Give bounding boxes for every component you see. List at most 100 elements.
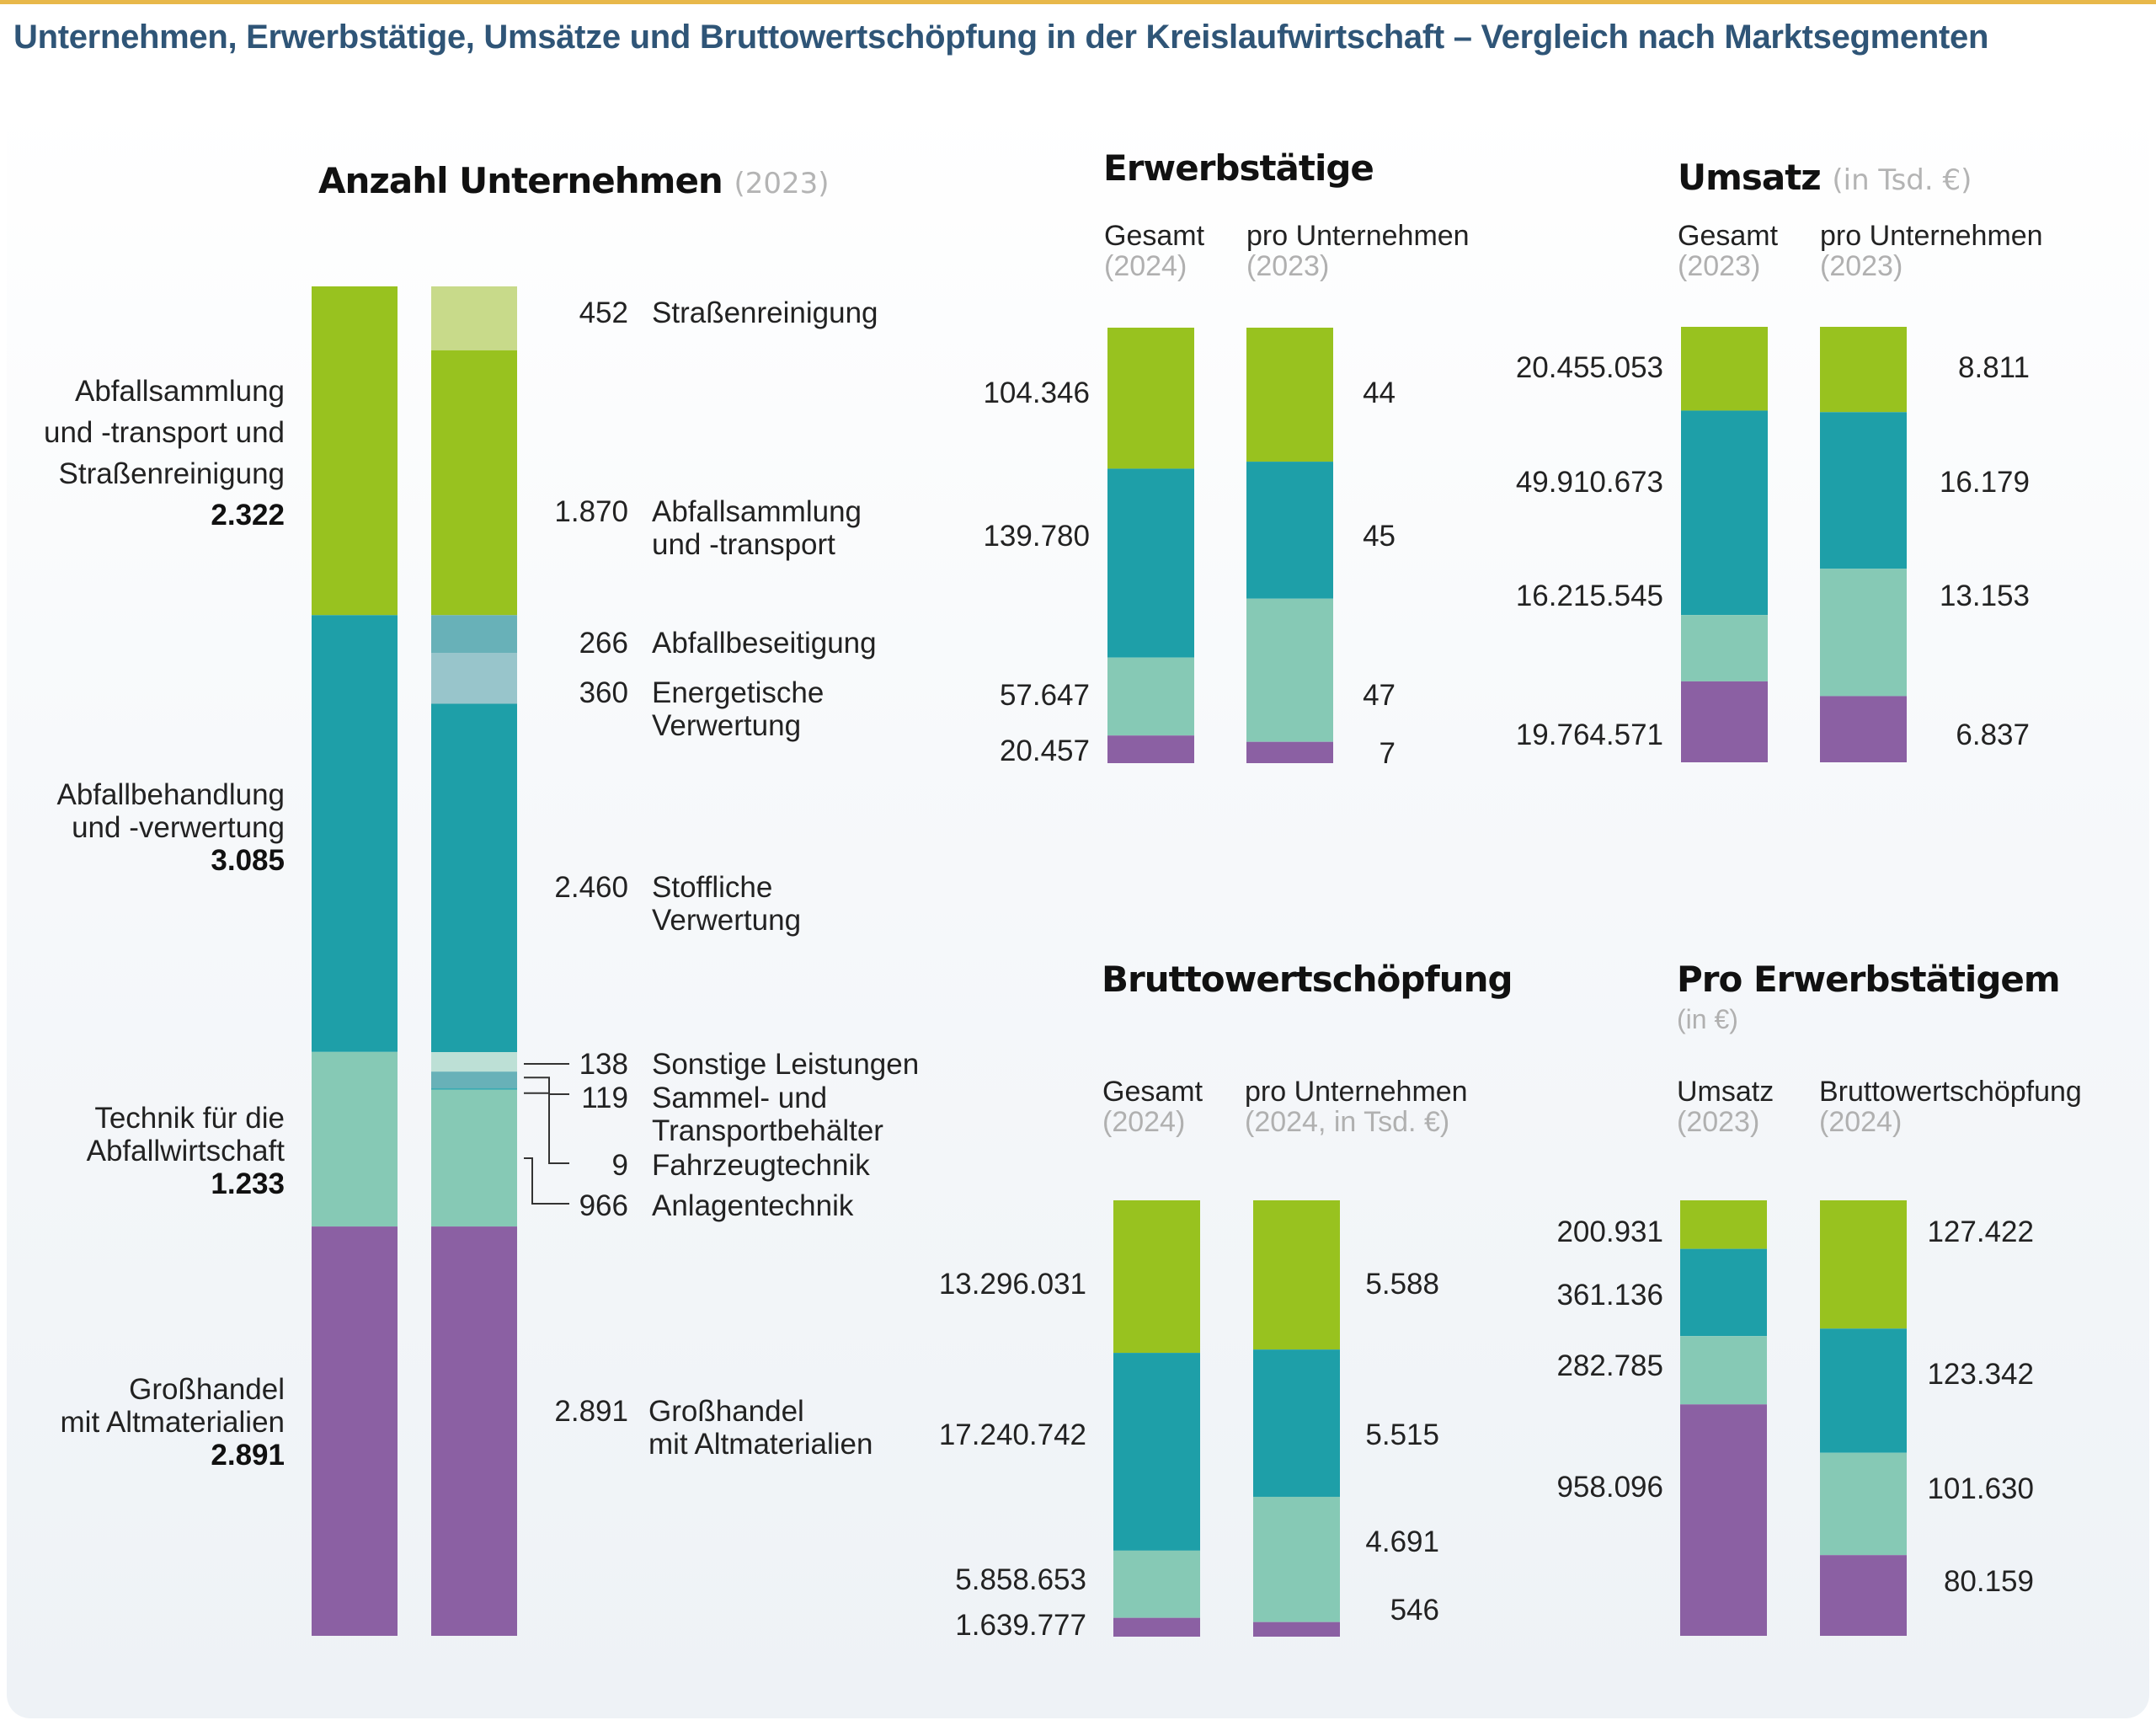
bws-value-left: 17.240.742: [938, 1418, 1086, 1451]
anzahl-detail-bar-segment: [431, 1089, 517, 1227]
erwerb-value-right: 45: [1363, 520, 1396, 553]
bws-value-right: 546: [1390, 1594, 1439, 1627]
column-year: (2024): [1819, 1106, 1903, 1138]
anzahl-total-bar-segment: [312, 1226, 398, 1636]
anzahl-detail-bar-segment: [431, 350, 517, 616]
segment-group-label: Straßenreinigung: [58, 457, 286, 490]
umsatz-value-right: 6.837: [1956, 719, 2030, 751]
column-header: Gesamt (2024): [1104, 221, 1204, 281]
column-header: pro Unternehmen (2024, in Tsd. €): [1245, 1077, 1468, 1137]
subsegment-label: und -transport: [652, 528, 835, 561]
bws-value-left: 1.639.777: [955, 1609, 1086, 1642]
pro_erwerb-value-right: 80.159: [1943, 1565, 2034, 1598]
anzahl-total-bar-segment: [312, 1051, 398, 1227]
erwerb-col1-segment: [1107, 328, 1194, 469]
umsatz-value-left: 16.215.545: [1515, 580, 1663, 612]
subsegment-label: Abfallbeseitigung: [652, 627, 877, 660]
pro_erwerb-value-right: 127.422: [1927, 1215, 2034, 1248]
anzahl-detail-bar-segment: [431, 1051, 517, 1072]
chart-subtitle: (2023): [734, 167, 830, 200]
column-label: pro Unternehmen: [1246, 220, 1470, 252]
column-header: Gesamt (2024): [1102, 1077, 1203, 1137]
pro_erwerb-col1-segment: [1680, 1248, 1767, 1337]
column-year: (2024): [1102, 1106, 1186, 1138]
subsegment-label: Verwertung: [652, 709, 802, 742]
segment-group-label: mit Altmaterialien: [60, 1406, 285, 1439]
pro_erwerb-value-left: 361.136: [1556, 1279, 1663, 1312]
column-year: (2023): [1678, 250, 1761, 282]
erwerb-value-left: 57.647: [999, 679, 1090, 712]
erwerb-col1-segment: [1107, 657, 1194, 736]
subsegment-value: 266: [579, 627, 628, 660]
umsatz-value-right: 13.153: [1939, 580, 2030, 612]
segment-group-total: 2.322: [211, 499, 285, 532]
subsegment-value: 1.870: [554, 495, 628, 528]
bws-value-right: 5.515: [1365, 1418, 1439, 1451]
bws-col2-segment: [1253, 1621, 1340, 1637]
column-label: pro Unternehmen: [1820, 220, 2043, 252]
chart-subtitle: (in Tsd. €): [1832, 163, 1972, 197]
column-year: (2024, in Tsd. €): [1245, 1106, 1450, 1138]
column-label: Umsatz: [1677, 1076, 1774, 1108]
anzahl-detail-bar-segment: [431, 1226, 517, 1636]
umsatz-col1-segment: [1681, 681, 1768, 762]
column-header: Bruttowertschöpfung (2024): [1819, 1077, 2082, 1137]
segment-group-total: 1.233: [211, 1167, 285, 1200]
pro_erwerb-value-left: 282.785: [1556, 1349, 1663, 1382]
chart-title-anzahl: Anzahl Unternehmen (2023): [318, 160, 830, 201]
segment-group-label: Abfallwirtschaft: [86, 1135, 285, 1167]
pro_erwerb-col2-segment: [1820, 1555, 1907, 1636]
pro_erwerb-col2-segment: [1820, 1328, 1907, 1453]
chart-title-text: Umsatz: [1678, 157, 1822, 198]
subsegment-label: Straßenreinigung: [652, 297, 878, 329]
segment-group-label: Abfallsammlung: [75, 375, 285, 408]
anzahl-detail-bar-segment: [431, 703, 517, 1052]
anzahl-detail-bar-segment: [431, 1071, 517, 1089]
pro_erwerb-col1-segment: [1680, 1200, 1767, 1249]
subsegment-value: 966: [579, 1189, 628, 1222]
segment-group-label: und -transport und: [43, 416, 285, 449]
erwerb-value-right: 47: [1363, 679, 1396, 712]
erwerb-col1-segment: [1107, 735, 1194, 763]
connector-line: [524, 1157, 569, 1205]
anzahl-total-bar-segment: [312, 615, 398, 1052]
umsatz-col2-segment: [1820, 696, 1907, 762]
erwerb-col2-segment: [1246, 328, 1333, 462]
umsatz-value-right: 16.179: [1939, 466, 2030, 499]
subsegment-value: 2.891: [554, 1395, 628, 1428]
subsegment-label: Anlagentechnik: [652, 1189, 854, 1222]
subsegment-value: 2.460: [554, 871, 628, 904]
subsegment-label: Großhandel: [648, 1395, 804, 1428]
column-year: (2023): [1246, 250, 1330, 282]
pro_erwerb-value-left: 200.931: [1556, 1215, 1663, 1248]
segment-group-total: 3.085: [211, 844, 285, 877]
column-label: pro Unternehmen: [1245, 1076, 1468, 1108]
umsatz-value-left: 49.910.673: [1515, 466, 1663, 499]
umsatz-value-right: 8.811: [1958, 351, 2030, 384]
pro_erwerb-col2-segment: [1820, 1200, 1907, 1329]
subsegment-label: Energetische: [652, 676, 825, 709]
segment-group-label: Großhandel: [129, 1373, 285, 1406]
umsatz-col1-segment: [1681, 410, 1768, 616]
erwerb-value-left: 104.346: [983, 377, 1090, 409]
chart-title-umsatz: Umsatz (in Tsd. €): [1678, 157, 1972, 198]
bws-value-left: 5.858.653: [955, 1563, 1086, 1596]
bws-value-right: 4.691: [1365, 1525, 1439, 1558]
pro_erwerb-value-right: 123.342: [1927, 1358, 2034, 1391]
anzahl-detail-bar-segment: [431, 1088, 517, 1090]
segment-group-label: Technik für die: [94, 1102, 285, 1135]
subsegment-label: Sammel- und: [652, 1082, 828, 1114]
column-label: Gesamt: [1104, 220, 1205, 252]
subsegment-label: Verwertung: [652, 904, 802, 937]
bws-col1-segment: [1113, 1200, 1200, 1354]
anzahl-detail-bar-segment: [431, 615, 517, 653]
column-header: pro Unternehmen (2023): [1246, 221, 1470, 281]
umsatz-value-left: 20.455.053: [1515, 351, 1663, 384]
chart-title-pro-erwerb: Pro Erwerbstätigem: [1677, 959, 2061, 1000]
umsatz-col1-segment: [1681, 615, 1768, 681]
erwerb-col1-segment: [1107, 468, 1194, 658]
anzahl-detail-bar-segment: [431, 286, 517, 350]
column-year: (2024): [1104, 250, 1187, 282]
anzahl-total-bar-segment: [312, 286, 398, 616]
